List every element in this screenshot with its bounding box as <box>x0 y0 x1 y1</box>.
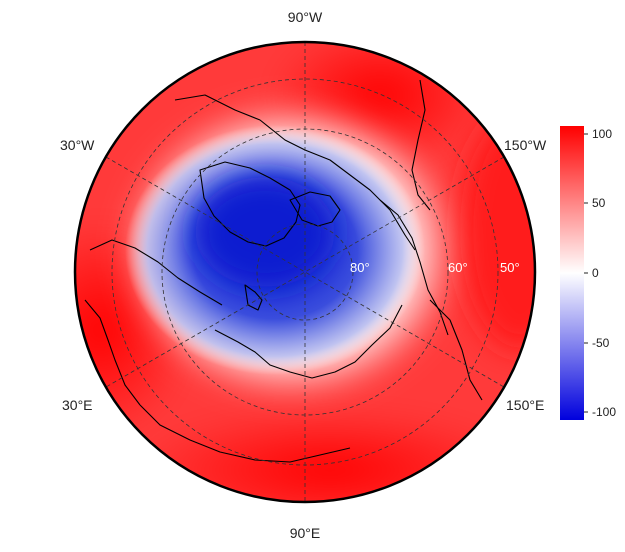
cb-label-100: 100 <box>592 127 612 141</box>
lat-label-60: 60° <box>448 260 468 275</box>
colorbar: 100 50 0 -50 -100 <box>560 126 616 420</box>
coastlines <box>84 79 483 463</box>
lon-label-30w: 30°W <box>60 137 95 153</box>
map-boundary <box>73 40 537 504</box>
lon-label-30e: 30°E <box>62 397 93 413</box>
cb-label-minus50: -50 <box>592 336 610 350</box>
graticule <box>105 42 505 502</box>
lon-label-150w: 150°W <box>504 137 547 153</box>
lat-label-80: 80° <box>350 260 370 275</box>
colorbar-gradient <box>560 126 584 420</box>
lat-label-50: 50° <box>500 260 520 275</box>
cb-label-50: 50 <box>592 196 606 210</box>
cb-label-minus100: -100 <box>592 405 616 419</box>
lon-label-90e: 90°E <box>290 525 321 541</box>
cb-label-0: 0 <box>592 266 599 280</box>
lon-label-150e: 150°E <box>506 397 544 413</box>
lon-label-90w: 90°W <box>288 9 323 25</box>
